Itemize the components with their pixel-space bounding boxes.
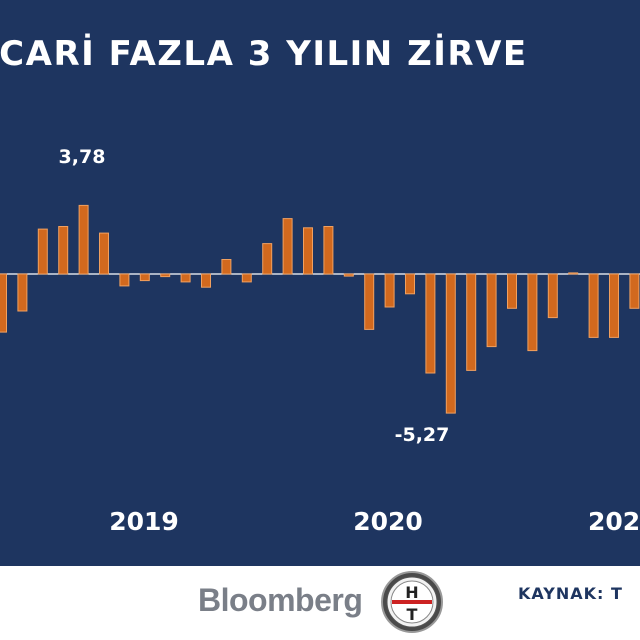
bar (78, 204, 89, 275)
bar (282, 218, 293, 275)
bar (384, 273, 395, 308)
data-label: -5,27 (395, 424, 450, 446)
bar (221, 259, 232, 275)
source-text: KAYNAK: T (518, 584, 623, 603)
bar (364, 273, 375, 330)
bar (160, 273, 171, 278)
bar (303, 227, 313, 275)
bar (568, 272, 579, 275)
bar (547, 273, 558, 319)
bar (0, 273, 7, 333)
bar (425, 273, 436, 374)
x-tick-label: 2019 (109, 507, 179, 536)
bar (180, 273, 191, 283)
bar (343, 273, 354, 277)
bar (507, 273, 517, 309)
bar (445, 273, 456, 414)
bar (241, 273, 252, 283)
chart-title: K CARİ FAZLA 3 YILIN ZİRVE (0, 34, 528, 74)
data-label: 3,78 (59, 146, 106, 168)
bar (629, 273, 640, 309)
bar (405, 273, 415, 295)
footer: Bloomberg H T KAYNAK: T (0, 566, 640, 640)
bar (99, 232, 109, 275)
bloomberg-logo: Bloomberg (198, 582, 363, 618)
bar (58, 226, 69, 275)
bar (17, 273, 28, 312)
ht-logo-icon: H T (381, 571, 443, 633)
x-tick-label: 202 (588, 507, 640, 536)
svg-text:T: T (407, 605, 418, 624)
bar-chart: 3,78 -5,27 2019 2020 202 (0, 146, 640, 536)
bar (486, 273, 497, 348)
bar (139, 273, 150, 282)
bar (466, 273, 477, 371)
bar (588, 273, 599, 338)
bar (37, 228, 48, 275)
x-tick-label: 2020 (353, 507, 423, 536)
bar (323, 226, 334, 275)
bar (609, 273, 619, 338)
bar (201, 273, 211, 288)
bar (527, 273, 538, 352)
svg-text:H: H (405, 583, 418, 602)
chart-panel: K CARİ FAZLA 3 YILIN ZİRVE 3,78 -5,27 2019… (0, 0, 640, 566)
bar (119, 273, 130, 287)
bar (262, 243, 273, 275)
